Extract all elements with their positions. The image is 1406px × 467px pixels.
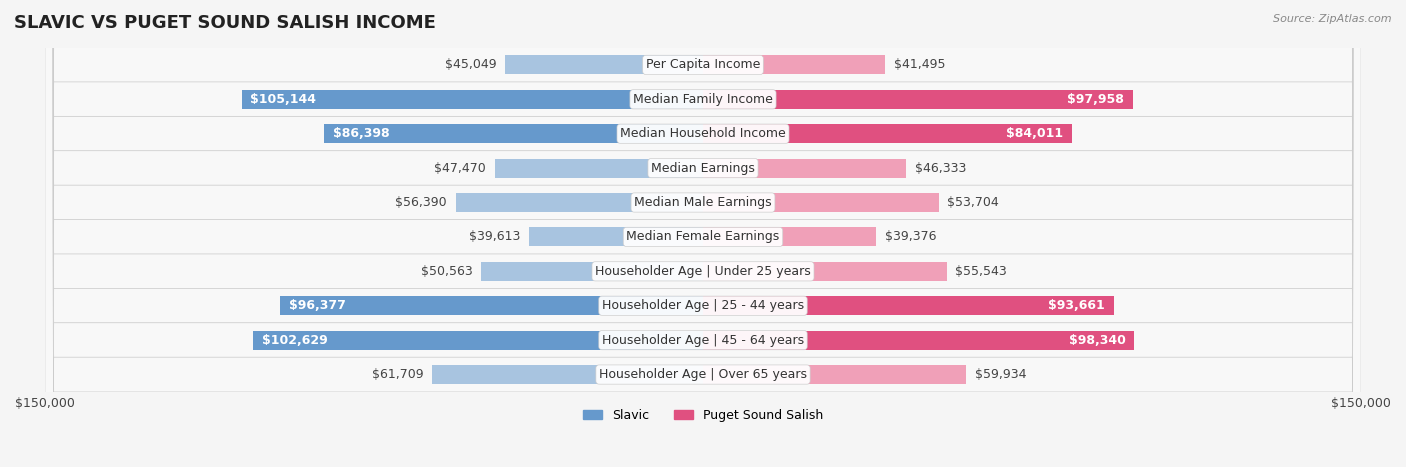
Text: $93,661: $93,661 [1049,299,1105,312]
Bar [703,365,966,384]
Text: $98,340: $98,340 [1069,333,1126,347]
FancyBboxPatch shape [45,0,1361,467]
Text: $39,613: $39,613 [470,230,520,243]
Text: $61,709: $61,709 [371,368,423,381]
Text: $96,377: $96,377 [290,299,346,312]
Bar [703,296,1114,315]
Bar [703,193,939,212]
Bar [703,90,1133,109]
Text: Median Family Income: Median Family Income [633,93,773,106]
FancyBboxPatch shape [45,0,1361,467]
Text: $41,495: $41,495 [894,58,945,71]
Text: $56,390: $56,390 [395,196,447,209]
Text: $46,333: $46,333 [915,162,966,175]
Text: Householder Age | Over 65 years: Householder Age | Over 65 years [599,368,807,381]
Text: $39,376: $39,376 [884,230,936,243]
Bar [481,262,703,281]
Bar [456,193,703,212]
Bar [495,159,703,177]
FancyBboxPatch shape [45,0,1361,467]
Text: Per Capita Income: Per Capita Income [645,58,761,71]
Bar [432,365,703,384]
Text: $50,563: $50,563 [420,265,472,278]
Text: Median Household Income: Median Household Income [620,127,786,140]
Bar [505,56,703,74]
Text: Householder Age | 25 - 44 years: Householder Age | 25 - 44 years [602,299,804,312]
FancyBboxPatch shape [45,0,1361,467]
Text: $102,629: $102,629 [262,333,328,347]
Text: $105,144: $105,144 [250,93,316,106]
Text: $55,543: $55,543 [956,265,1007,278]
Text: Median Male Earnings: Median Male Earnings [634,196,772,209]
Bar [703,56,884,74]
Text: SLAVIC VS PUGET SOUND SALISH INCOME: SLAVIC VS PUGET SOUND SALISH INCOME [14,14,436,32]
Bar [703,159,907,177]
Text: $59,934: $59,934 [974,368,1026,381]
Text: $86,398: $86,398 [333,127,389,140]
Bar [323,124,703,143]
Bar [280,296,703,315]
Bar [703,227,876,247]
FancyBboxPatch shape [45,0,1361,467]
FancyBboxPatch shape [45,0,1361,467]
Text: $47,470: $47,470 [434,162,486,175]
Bar [242,90,703,109]
Text: Median Earnings: Median Earnings [651,162,755,175]
Legend: Slavic, Puget Sound Salish: Slavic, Puget Sound Salish [578,404,828,427]
Text: $84,011: $84,011 [1005,127,1063,140]
Bar [703,124,1071,143]
FancyBboxPatch shape [45,0,1361,467]
Text: Source: ZipAtlas.com: Source: ZipAtlas.com [1274,14,1392,24]
Bar [253,331,703,350]
Text: $53,704: $53,704 [948,196,1000,209]
Text: Householder Age | 45 - 64 years: Householder Age | 45 - 64 years [602,333,804,347]
Bar [529,227,703,247]
Bar [703,262,946,281]
Text: Median Female Earnings: Median Female Earnings [627,230,779,243]
Text: $97,958: $97,958 [1067,93,1123,106]
FancyBboxPatch shape [45,0,1361,467]
FancyBboxPatch shape [45,0,1361,467]
Text: $45,049: $45,049 [444,58,496,71]
Text: Householder Age | Under 25 years: Householder Age | Under 25 years [595,265,811,278]
FancyBboxPatch shape [45,0,1361,467]
Bar [703,331,1135,350]
